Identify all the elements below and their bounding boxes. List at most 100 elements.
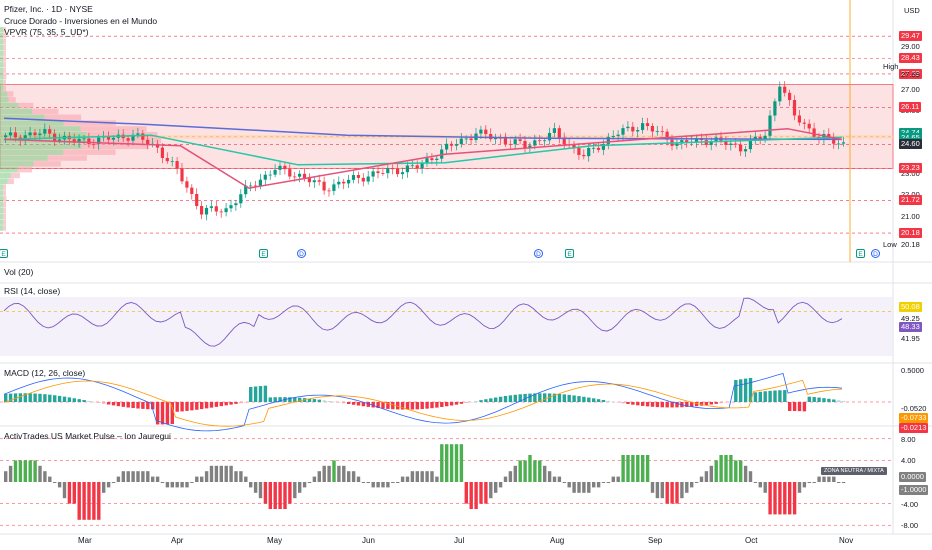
vpvr-bar-down bbox=[3, 207, 6, 214]
candle-body bbox=[484, 129, 488, 135]
candle-body bbox=[518, 139, 522, 141]
vpvr-bar-down bbox=[3, 196, 7, 202]
macd-histogram-bar bbox=[459, 402, 464, 404]
earnings-event-badge[interactable]: E bbox=[565, 249, 574, 258]
macd-histogram-bar bbox=[817, 397, 821, 402]
candle-body bbox=[312, 180, 316, 183]
macd-histogram-bar bbox=[631, 402, 635, 405]
pulse-pane-title[interactable]: ActivTrades US Market Pulse – Ion Jaureg… bbox=[4, 431, 171, 441]
macd-histogram-bar bbox=[366, 402, 370, 407]
candle-body bbox=[155, 143, 160, 148]
pulse-bar bbox=[685, 482, 689, 493]
candle-body bbox=[533, 140, 537, 146]
pulse-bar bbox=[410, 471, 415, 482]
candle-body bbox=[97, 137, 101, 145]
macd-histogram-bar bbox=[484, 399, 488, 402]
candle-body bbox=[8, 132, 13, 136]
dividend-event-badge[interactable]: D bbox=[871, 249, 880, 258]
rsi-pane-title[interactable]: RSI (14, close) bbox=[4, 286, 61, 296]
vpvr-bar-down bbox=[3, 184, 6, 190]
macd-histogram-bar bbox=[391, 402, 395, 410]
candle-body bbox=[778, 86, 782, 102]
macd-histogram-bar bbox=[160, 402, 165, 425]
candle-body bbox=[214, 206, 218, 212]
vpvr-bar-down bbox=[47, 155, 87, 161]
pulse-bar bbox=[126, 471, 130, 482]
pulse-bar bbox=[552, 476, 557, 482]
candle-body bbox=[302, 173, 307, 179]
earnings-event-badge[interactable]: E bbox=[259, 249, 268, 258]
macd-histogram-bar bbox=[53, 395, 57, 402]
macd-histogram-bar bbox=[185, 402, 189, 411]
pulse-bar bbox=[33, 460, 37, 482]
macd-histogram-bar bbox=[611, 401, 615, 403]
candle-body bbox=[528, 145, 532, 148]
macd-histogram-bar bbox=[249, 386, 253, 402]
price-level-tag: 27.69 bbox=[899, 68, 922, 79]
pulse-bar bbox=[841, 482, 846, 483]
macd-histogram-bar bbox=[87, 400, 91, 402]
vpvr-bar-down bbox=[32, 108, 59, 115]
pulse-bar bbox=[469, 482, 473, 509]
vpvr-bar-up bbox=[0, 219, 4, 225]
pulse-bar bbox=[356, 476, 361, 482]
candle-body bbox=[724, 140, 728, 145]
vpvr-bar-up bbox=[0, 27, 4, 33]
macd-histogram-bar bbox=[552, 393, 557, 402]
candle-body bbox=[631, 126, 635, 132]
vpvr-bar-up bbox=[0, 196, 4, 202]
macd-histogram-bar bbox=[361, 402, 366, 407]
pulse-bar bbox=[650, 482, 655, 493]
candle-body bbox=[788, 92, 792, 101]
pulse-bar bbox=[283, 482, 287, 509]
macd-histogram-bar bbox=[768, 390, 772, 402]
pulse-bar bbox=[234, 471, 238, 482]
volume-pane-title[interactable]: Vol (20) bbox=[4, 267, 34, 277]
earnings-event-badge[interactable]: E bbox=[0, 249, 8, 258]
candle-body bbox=[807, 123, 811, 129]
pulse-bar bbox=[190, 482, 194, 483]
last-price-tag: 24.60 bbox=[899, 139, 922, 150]
pulse-bar bbox=[141, 471, 145, 482]
pulse-bar bbox=[165, 482, 170, 488]
candle-body bbox=[170, 161, 174, 162]
pulse-bar bbox=[743, 465, 748, 482]
currency-label: USD bbox=[904, 6, 920, 15]
earnings-event-badge[interactable]: E bbox=[856, 249, 865, 258]
macd-histogram-bar bbox=[224, 402, 228, 406]
pulse-bar bbox=[425, 471, 429, 482]
vpvr-bar-down bbox=[7, 178, 14, 185]
pulse-bar bbox=[763, 482, 767, 493]
candle-body bbox=[249, 185, 253, 187]
dividend-event-badge[interactable]: D bbox=[297, 249, 306, 258]
macd-histogram-bar bbox=[106, 402, 111, 405]
indicator-vpvr[interactable]: VPVR (75, 35, 5_UD*) bbox=[4, 27, 89, 37]
macd-histogram-bar bbox=[381, 402, 385, 409]
macd-histogram-bar bbox=[146, 402, 150, 410]
indicator-golden-cross[interactable]: Cruce Dorado - Inversiones en el Mundo bbox=[4, 16, 158, 26]
macd-histogram-bar bbox=[239, 402, 243, 404]
pulse-bar bbox=[498, 482, 503, 488]
pulse-bar bbox=[53, 482, 57, 483]
dividend-event-badge[interactable]: D bbox=[534, 249, 543, 258]
pulse-bar bbox=[116, 476, 121, 482]
neutral-zone-label: ZONA NEUTRA / MIXTA bbox=[821, 467, 887, 475]
macd-histogram-bar bbox=[596, 399, 601, 402]
pulse-bar bbox=[249, 482, 253, 488]
candle-body bbox=[802, 122, 806, 124]
vpvr-bar-down bbox=[3, 67, 6, 74]
pulse-bar bbox=[665, 482, 669, 504]
price-tick-label: 29.00 bbox=[901, 42, 920, 52]
macd-pane-title[interactable]: MACD (12, 26, close) bbox=[4, 368, 86, 378]
macd-histogram-bar bbox=[62, 396, 67, 402]
macd-histogram-bar bbox=[141, 402, 145, 409]
pulse-bar bbox=[440, 444, 444, 482]
candle-body bbox=[655, 131, 659, 133]
pulse-bar bbox=[484, 482, 488, 504]
macd-histogram-bar bbox=[513, 394, 517, 402]
vpvr-bar-up bbox=[0, 91, 8, 97]
macd-histogram-bar bbox=[841, 401, 846, 402]
macd-histogram-bar bbox=[464, 402, 468, 403]
macd-histogram-bar bbox=[606, 400, 611, 402]
